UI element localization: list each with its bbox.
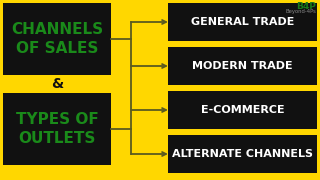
Bar: [168, 135, 317, 173]
Text: E-COMMERCE: E-COMMERCE: [201, 105, 284, 115]
Text: ALTERNATE CHANNELS: ALTERNATE CHANNELS: [172, 149, 313, 159]
Text: TYPES OF
OUTLETS: TYPES OF OUTLETS: [16, 112, 98, 146]
Text: GENERAL TRADE: GENERAL TRADE: [191, 17, 294, 27]
Bar: [168, 91, 317, 129]
Bar: [3, 93, 111, 165]
Bar: [3, 3, 111, 75]
Bar: [168, 3, 317, 41]
Text: &: &: [51, 77, 63, 91]
Text: CHANNELS
OF SALES: CHANNELS OF SALES: [11, 22, 103, 56]
Text: B4P: B4P: [296, 2, 316, 11]
Bar: [168, 47, 317, 85]
Text: MODERN TRADE: MODERN TRADE: [192, 61, 293, 71]
Text: Beyond-4Ps: Beyond-4Ps: [285, 10, 316, 15]
